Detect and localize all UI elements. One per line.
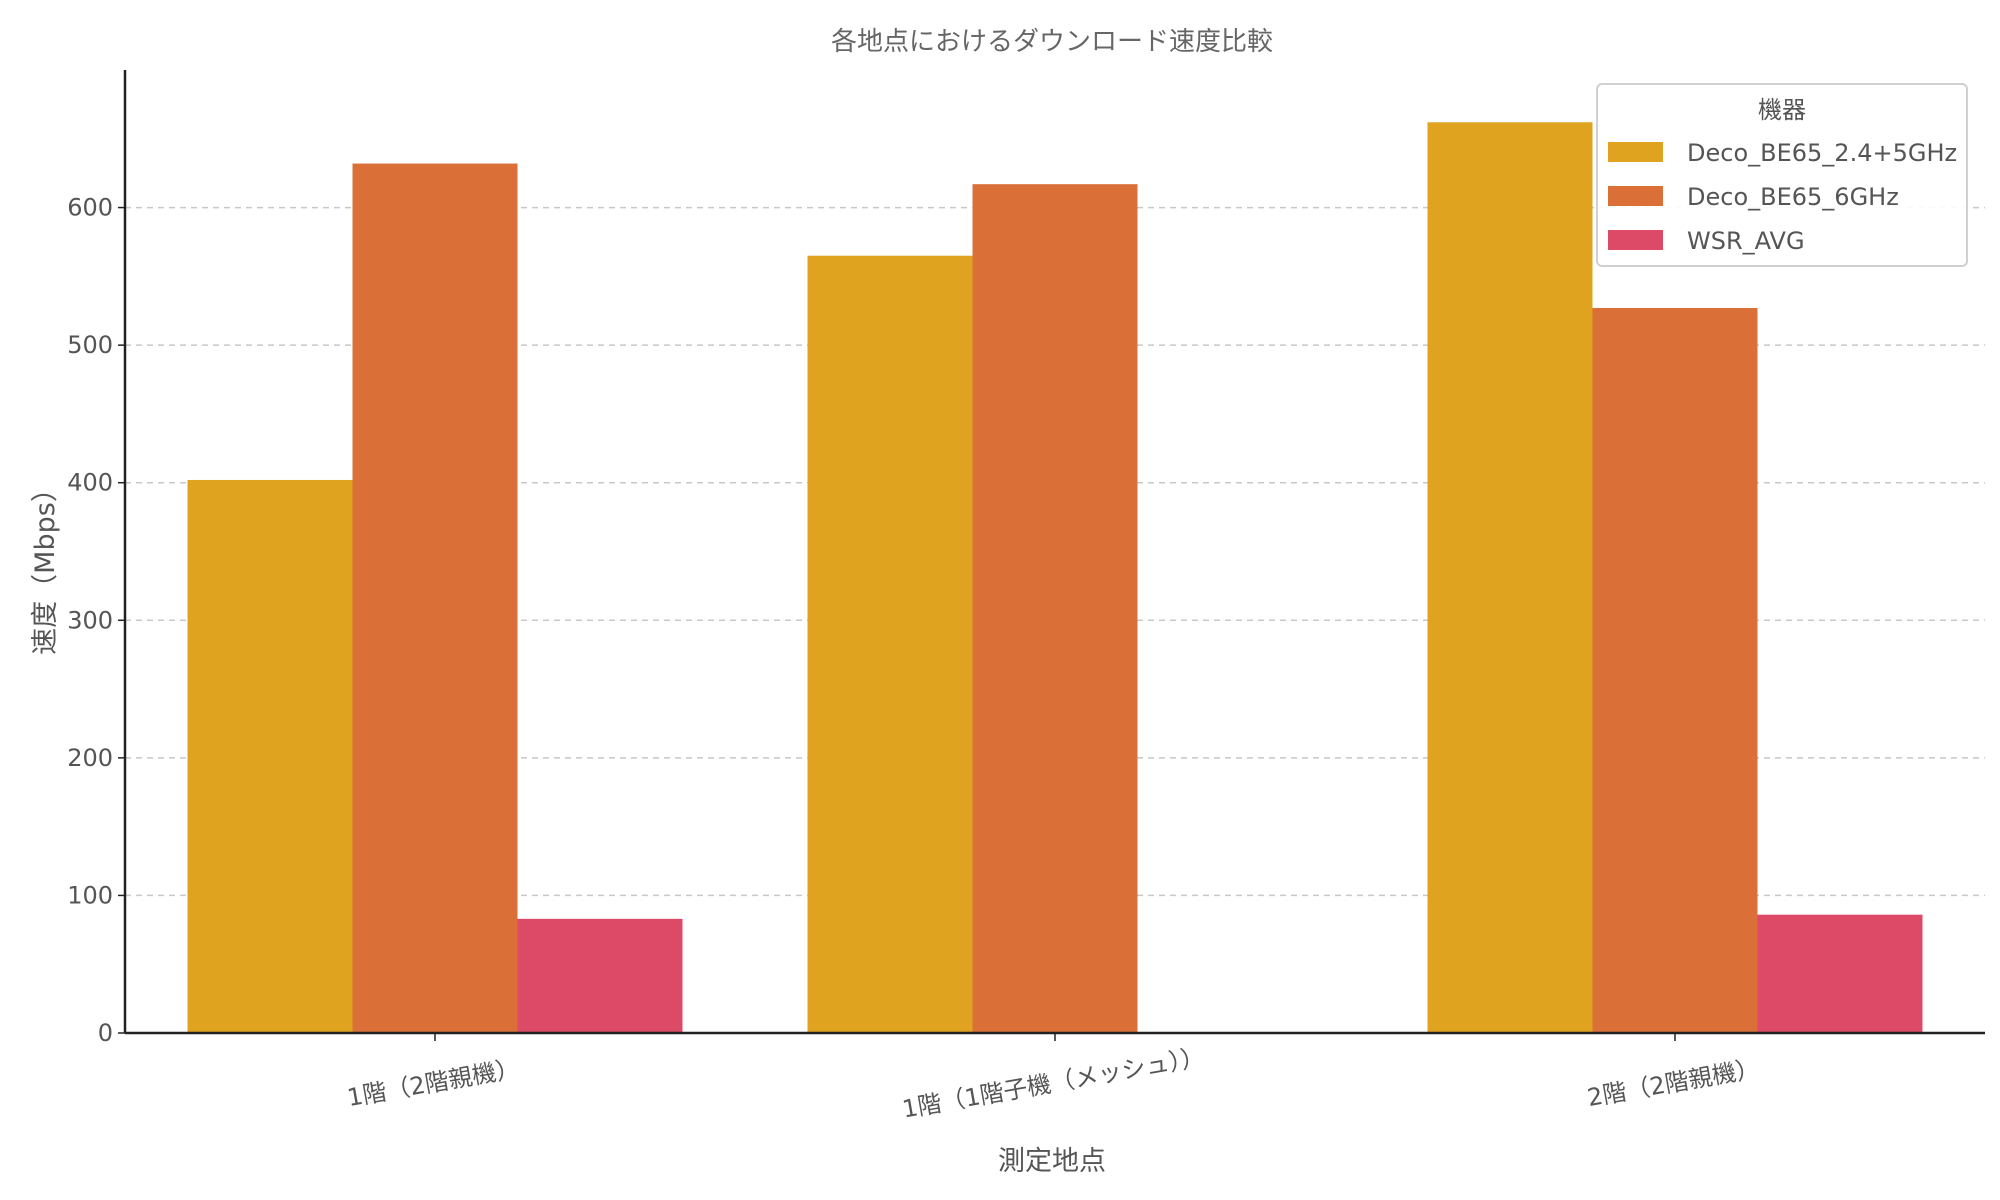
y-tick-label: 200 xyxy=(67,744,113,772)
bar-deco-be65-2-4-5ghz xyxy=(187,479,353,1033)
legend: 機器 Deco_BE65_2.4+5GHz Deco_BE65_6GHz WSR_AV… xyxy=(1596,83,1968,267)
y-tick-label: 400 xyxy=(67,469,113,497)
bar-wsr-avg xyxy=(1757,914,1923,1033)
bar-deco-be65-2-4-5ghz xyxy=(807,255,973,1033)
y-tick-label: 0 xyxy=(98,1019,113,1047)
y-tick-label: 300 xyxy=(67,606,113,634)
bars xyxy=(187,122,1923,1034)
y-axis-ticks: 0 100 200 300 400 500 600 xyxy=(67,194,125,1047)
x-axis-label: 測定地点 xyxy=(998,1146,1106,1177)
legend-label: Deco_BE65_2.4+5GHz xyxy=(1687,139,1957,167)
legend-label: Deco_BE65_6GHz xyxy=(1687,183,1899,211)
x-tick-label: 1階（2階親機） xyxy=(345,1054,522,1112)
legend-swatch xyxy=(1608,230,1663,250)
chart-title: 各地点におけるダウンロード速度比較 xyxy=(831,27,1273,57)
bar-deco-be65-6ghz xyxy=(352,163,518,1033)
bar-deco-be65-2-4-5ghz xyxy=(1427,122,1593,1033)
legend-title: 機器 xyxy=(1758,96,1806,124)
bar-deco-be65-6ghz xyxy=(1592,307,1758,1034)
legend-swatch xyxy=(1608,186,1663,206)
legend-label: WSR_AVG xyxy=(1687,227,1805,255)
x-tick-label: 1階（1階子機（メッシュ）） xyxy=(900,1043,1207,1124)
y-axis-label: 速度（Mbps） xyxy=(30,475,61,655)
bar-wsr-avg xyxy=(517,918,683,1033)
x-tick-label: 2階（2階親機） xyxy=(1585,1054,1762,1112)
y-tick-label: 600 xyxy=(67,194,113,222)
bar-deco-be65-6ghz xyxy=(972,184,1138,1034)
x-axis-ticks: 1階（2階親機） 1階（1階子機（メッシュ）） 2階（2階親機） xyxy=(345,1033,1762,1124)
legend-swatch xyxy=(1608,142,1663,162)
y-tick-label: 100 xyxy=(67,881,113,909)
legend-frame xyxy=(1596,83,1968,267)
y-tick-label: 500 xyxy=(67,331,113,359)
